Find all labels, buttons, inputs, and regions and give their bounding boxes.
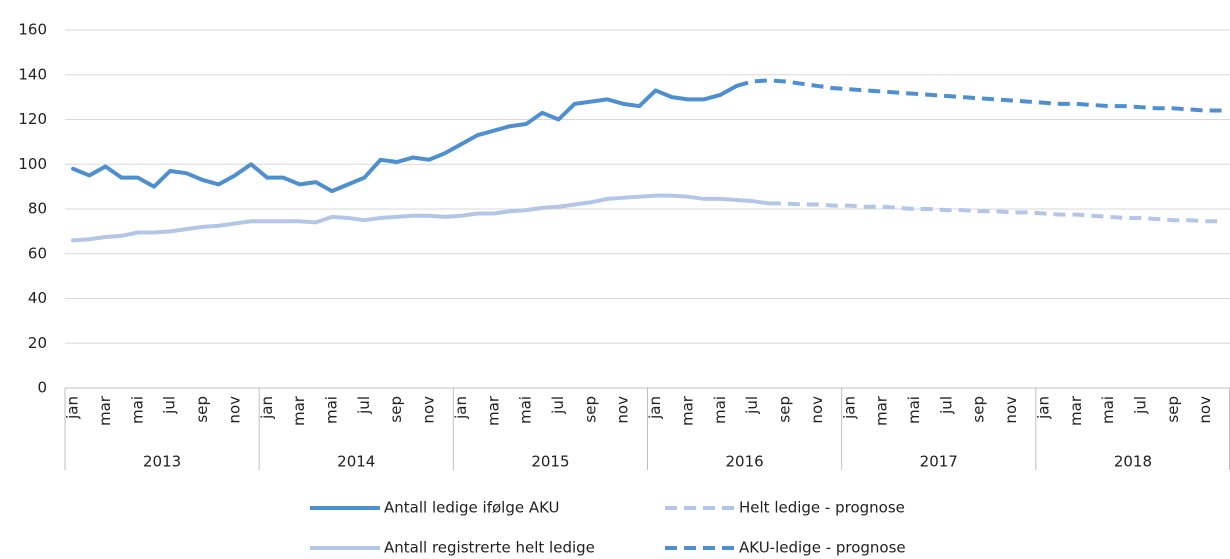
x-tick-label: nov (420, 396, 438, 424)
x-tick-label: sep (193, 396, 211, 423)
x-tick-label: mai (128, 396, 146, 424)
series-line (71, 83, 739, 194)
x-tick-label: mai (1099, 396, 1117, 424)
x-tick-label: jul (937, 396, 955, 415)
x-tick-label: jul (1132, 396, 1150, 415)
y-tick-label: 20 (28, 334, 47, 352)
x-tick-label: mai (905, 396, 923, 424)
series-line (768, 201, 1222, 224)
series-line (735, 78, 1222, 113)
y-tick-label: 0 (37, 379, 47, 397)
x-tick-label: jan (258, 396, 276, 420)
x-tick-label: mar (484, 395, 502, 426)
x-tick-label: nov (1002, 396, 1020, 424)
y-tick-label: 140 (18, 65, 47, 83)
x-tick-label: mar (96, 395, 114, 426)
y-tick-label: 100 (18, 155, 47, 173)
x-tick-label: sep (387, 396, 405, 423)
x-group-label: 2015 (531, 453, 569, 471)
y-tick-label: 80 (28, 200, 47, 218)
x-group-label: 2013 (143, 453, 181, 471)
x-tick-label: jan (452, 396, 470, 420)
x-tick-label: jan (646, 396, 664, 420)
x-tick-label: mar (290, 395, 308, 426)
x-tick-label: sep (1164, 396, 1182, 423)
y-tick-label: 120 (18, 110, 47, 128)
legend-label: Helt ledige - prognose (739, 499, 905, 517)
x-tick-label: nov (225, 396, 243, 424)
legend-label: Antall registrerte helt ledige (384, 539, 595, 557)
y-tick-label: 60 (28, 244, 47, 262)
x-group-label: 2018 (1114, 453, 1152, 471)
x-tick-label: mar (873, 395, 891, 426)
x-tick-label: jan (1034, 396, 1052, 420)
x-tick-label: jan (840, 396, 858, 420)
x-tick-label: nov (808, 396, 826, 424)
x-tick-label: nov (614, 396, 632, 424)
x-group-label: 2014 (337, 453, 375, 471)
x-tick-label: nov (1196, 396, 1214, 424)
legend-label: Antall ledige ifølge AKU (384, 499, 560, 517)
x-tick-label: jul (355, 396, 373, 415)
x-tick-label: jul (743, 396, 761, 415)
y-tick-label: 40 (28, 289, 47, 307)
x-group-label: 2017 (920, 453, 958, 471)
x-tick-label: jul (161, 396, 179, 415)
x-tick-label: mai (517, 396, 535, 424)
x-tick-label: mar (1067, 395, 1085, 426)
x-tick-label: sep (970, 396, 988, 423)
x-tick-label: jan (64, 396, 82, 420)
y-tick-label: 160 (18, 21, 47, 39)
x-tick-label: sep (581, 396, 599, 423)
legend-label: AKU-ledige - prognose (739, 539, 906, 557)
x-group-label: 2016 (725, 453, 763, 471)
x-tick-label: jul (549, 396, 567, 415)
x-tick-label: mai (322, 396, 340, 424)
x-tick-label: mar (678, 395, 696, 426)
x-tick-label: mai (711, 396, 729, 424)
series-line (71, 193, 771, 243)
x-tick-label: sep (776, 396, 794, 423)
